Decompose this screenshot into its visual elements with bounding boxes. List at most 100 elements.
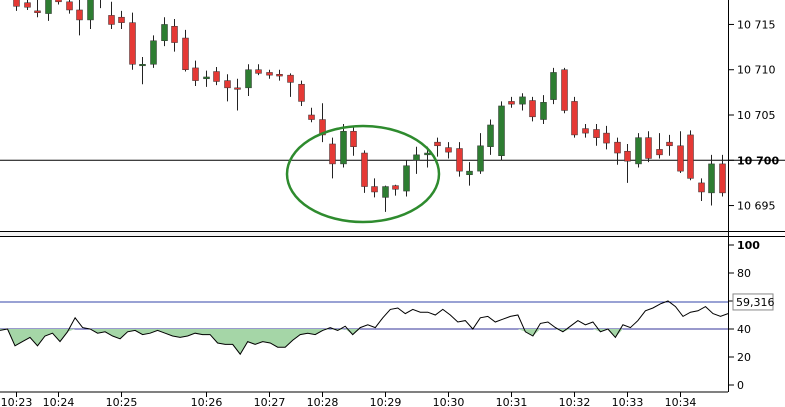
candle-body [413,154,420,161]
oscillator-series [0,300,729,356]
candle-body [456,148,463,172]
time-tick-label: 10:28 [307,396,339,407]
candle-body [624,150,631,162]
price-tick-label: 10 705 [737,109,776,122]
candle-body [24,2,31,8]
candle-body [540,102,547,120]
candle-body [234,87,241,90]
candle-body [614,141,621,154]
candle-body [45,0,52,14]
candle-body [571,101,578,136]
candle-body [392,185,399,190]
candle-body [182,37,189,70]
candle-body [582,128,589,134]
chart-frame [0,0,785,392]
time-axis: 10:23 10:24 10:25 10:26 10:27 10:28 10:29 10:30… [0,391,728,407]
candle-body [519,96,526,105]
candle-body [108,15,115,25]
time-tick-label: 10:31 [496,396,528,407]
candle-body [161,24,168,41]
oscillator-tick-label: 80 [737,267,751,280]
candle-body [139,64,146,67]
candle-body [224,80,231,89]
candle-body [340,131,347,165]
candle-body [593,129,600,138]
candle-body [129,22,136,65]
oscillator-gridlines [0,301,728,330]
price-axis: 10 715 10 710 10 705 10 700 10 695 [728,18,779,213]
candle-body [656,149,663,156]
candle-body [329,143,336,165]
candle-body [66,1,73,11]
time-tick-label: 10:30 [433,396,465,407]
time-tick-label: 10:29 [370,396,402,407]
oscillator-axis: 100806040200 [728,239,760,392]
current-value-label: 59,316 [736,296,775,309]
candle-body [687,134,694,179]
candle-body [666,141,673,147]
oscillator-fill-area [0,329,728,355]
candle-body [350,131,357,147]
candle-body [698,182,705,193]
candle-body [508,101,515,105]
panel-separator [0,231,728,237]
candle-body [434,141,441,147]
oscillator-tick-label: 0 [737,379,744,392]
candle-body [561,69,568,111]
price-tick-label: 10 715 [737,18,776,31]
candle-body [529,100,536,118]
candle-body [245,69,252,89]
candle-body [477,145,484,172]
price-tick-label: 10 710 [737,64,776,77]
candle-body [445,147,452,153]
time-tick-label: 10:26 [191,396,223,407]
candle-body [371,186,378,193]
candle-body [34,10,41,13]
candle-body [118,16,125,23]
candle-body [287,74,294,83]
time-tick-label: 10:27 [254,396,286,407]
candle-body [76,9,83,21]
candle-body [382,186,389,198]
candle-body [708,163,715,194]
candle-body [603,132,610,144]
candle-body [645,137,652,159]
candle-body [466,170,473,176]
time-tick-label: 10:24 [43,396,75,407]
time-tick-label: 10:34 [665,396,697,407]
current-value-box [732,293,774,311]
time-tick-label: 10:23 [1,396,33,407]
candle-body [308,114,315,120]
candle-body [487,124,494,147]
price-tick-label: 10 695 [737,200,776,213]
candle-body [403,165,410,192]
candle-body [276,74,283,77]
highlight-ellipse [285,124,441,224]
candle-body [55,0,62,3]
candle-body [13,0,20,7]
candle-body [298,83,305,102]
candle-body [550,72,557,100]
candle-body [424,152,431,156]
candle-body [87,0,94,21]
oscillator-tick-label: 40 [737,323,751,336]
candle-body [719,163,726,194]
candle-body [266,72,273,76]
candle-body [213,71,220,82]
candle-body [150,40,157,65]
candle-body [361,152,368,187]
candle-body [677,145,684,172]
oscillator-current-value: 59,316 [732,293,775,311]
candle-body [498,105,505,156]
time-tick-label: 10:25 [106,396,138,407]
candle-body [319,119,326,136]
oscillator-line [0,300,729,356]
candle-body [635,137,642,165]
time-tick-label: 10:33 [612,396,644,407]
candle-body [255,69,262,74]
oscillator-tick-label: 100 [737,239,760,252]
candle-body [192,67,199,81]
candlestick-series [13,0,726,212]
oscillator-tick-label: 20 [737,351,751,364]
